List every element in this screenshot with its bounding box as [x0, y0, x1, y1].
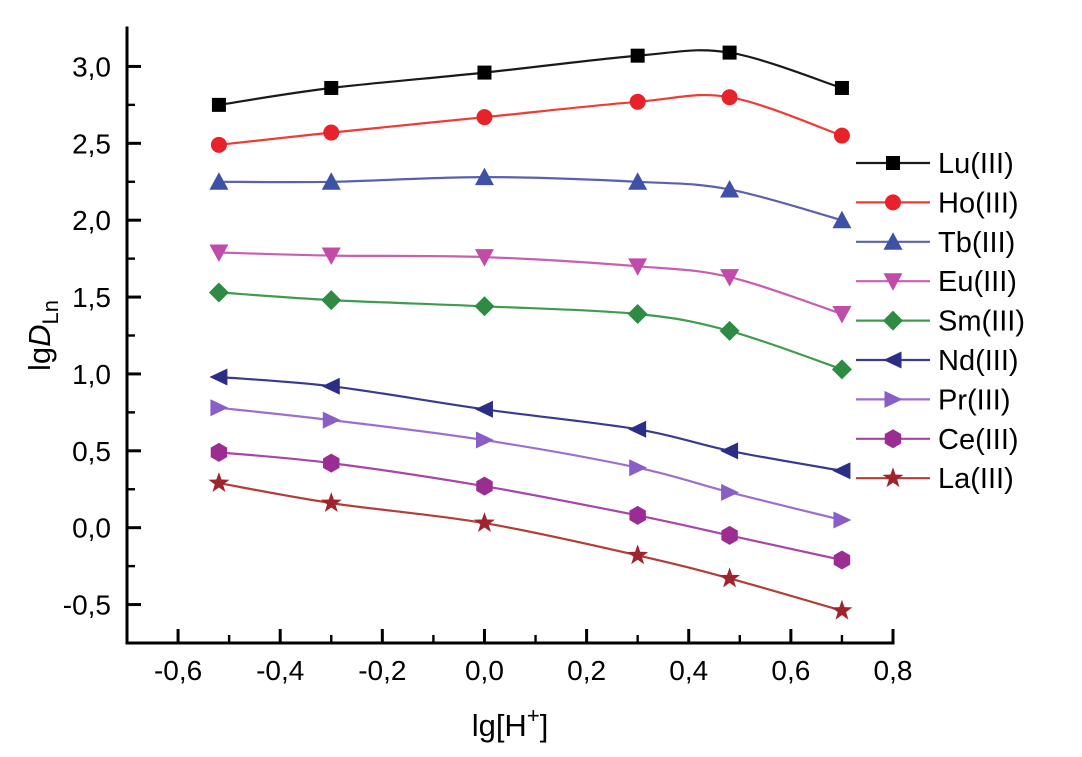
series-line-eu [218, 251, 843, 316]
legend-label-tb: Tb(III) [938, 227, 1015, 259]
y-axis-tick-label: 2,5 [72, 128, 111, 159]
y-axis-tick-label: 2,0 [72, 205, 111, 236]
data-point-la [831, 599, 853, 620]
data-point-lu [722, 45, 737, 60]
data-point-pr [721, 483, 740, 501]
data-point-sm [208, 282, 229, 303]
legend-marker [883, 273, 903, 291]
data-point-nd [832, 462, 851, 480]
data-point-lu [324, 80, 339, 95]
data-point-ho [721, 89, 738, 106]
data-point-nd [209, 368, 228, 386]
legend-marker [882, 467, 904, 488]
legend-label-nd: Nd(III) [938, 345, 1019, 377]
y-axis-tick-label: 1,0 [72, 359, 111, 390]
legend-marker [884, 390, 903, 408]
series-line-tb [218, 175, 843, 222]
data-point-pr [210, 399, 229, 417]
data-point-nd [628, 420, 647, 438]
y-axis-tick-label: 0,5 [72, 436, 111, 467]
data-point-eu [474, 249, 494, 267]
legend-marker [883, 232, 903, 250]
data-point-ho [629, 93, 646, 110]
data-point-sm [321, 290, 342, 311]
data-point-ce [323, 453, 340, 473]
y-axis-tick-label: 0,0 [72, 513, 111, 544]
data-point-la [627, 544, 649, 565]
data-point-ce [833, 550, 851, 570]
data-point-la [474, 512, 495, 532]
legend-marker [883, 310, 903, 331]
data-point-lu [630, 48, 645, 63]
data-point-ce [476, 476, 493, 496]
data-point-pr [629, 459, 648, 477]
legend-label-eu: Eu(III) [938, 266, 1017, 298]
legend-label-la: La(III) [938, 463, 1014, 495]
data-point-ho [323, 124, 340, 141]
data-point-tb [474, 167, 494, 186]
y-axis-tick-label: 1,5 [72, 282, 111, 313]
data-point-la [320, 492, 342, 512]
data-point-ho [476, 109, 493, 126]
legend-marker [884, 429, 902, 449]
x-axis-tick-label: -0,2 [358, 655, 406, 686]
legend-label-ce: Ce(III) [938, 424, 1019, 456]
data-point-sm [474, 296, 495, 317]
x-axis-tick-label: -0,6 [154, 655, 202, 686]
data-point-lu [477, 65, 492, 80]
x-axis-tick-label: 0,2 [567, 655, 606, 686]
data-point-lu [211, 97, 226, 112]
legend-label-lu: Lu(III) [938, 148, 1014, 180]
data-point-sm [831, 359, 852, 380]
data-point-tb [832, 210, 852, 229]
data-point-nd [474, 400, 493, 418]
data-point-tb [209, 172, 229, 190]
data-point-eu [720, 269, 740, 287]
y-axis-tick-label: 3,0 [72, 51, 111, 82]
legend-label-ho: Ho(III) [938, 187, 1019, 219]
data-point-nd [321, 377, 340, 395]
legend-marker [886, 156, 900, 170]
data-point-sm [627, 303, 648, 324]
series-line-la [218, 482, 843, 612]
data-point-ho [210, 136, 227, 153]
legend-label-pr: Pr(III) [938, 384, 1011, 416]
data-point-pr [833, 511, 852, 529]
y-axis-title: lgDLn [22, 300, 63, 371]
legend-label-sm: Sm(III) [938, 306, 1025, 338]
x-axis-tick-label: -0,4 [256, 655, 304, 686]
data-point-lu [834, 80, 849, 95]
x-axis-tick-label: 0,8 [874, 655, 913, 686]
data-point-eu [321, 247, 341, 266]
data-point-eu [209, 244, 229, 262]
data-point-la [719, 567, 741, 588]
data-point-ce [210, 442, 228, 462]
data-point-la [208, 472, 230, 492]
x-axis-title: lg[H+] [472, 703, 549, 743]
legend-marker [883, 351, 902, 369]
data-point-ce [721, 525, 738, 545]
data-point-pr [475, 431, 494, 449]
data-point-eu [832, 305, 852, 324]
data-point-sm [719, 320, 740, 341]
data-point-nd [720, 442, 739, 460]
data-point-tb [720, 179, 740, 198]
data-point-eu [628, 258, 648, 276]
x-axis-tick-label: 0,4 [669, 655, 708, 686]
y-axis-tick-label: -0,5 [63, 590, 111, 621]
data-point-ho [833, 127, 850, 144]
legend-marker [885, 194, 901, 211]
x-axis-tick-label: 0,0 [465, 655, 504, 686]
data-point-pr [322, 411, 341, 429]
data-point-tb [628, 172, 648, 190]
x-axis-tick-label: 0,6 [771, 655, 810, 686]
data-point-ce [629, 505, 646, 525]
data-point-tb [321, 172, 341, 190]
